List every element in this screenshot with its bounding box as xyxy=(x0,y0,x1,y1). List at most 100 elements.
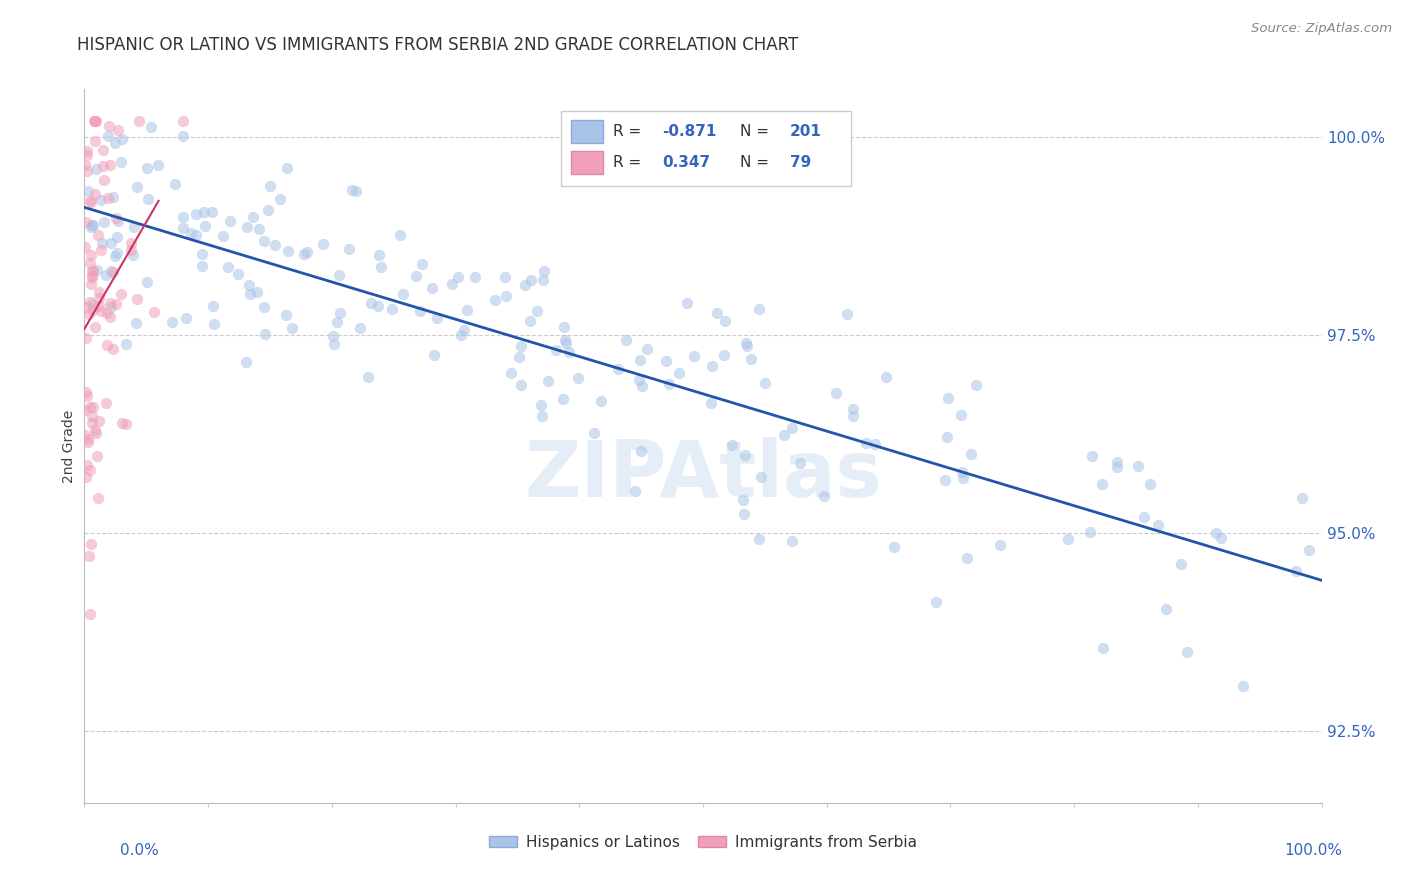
Point xyxy=(79,256,101,270)
Point xyxy=(340,183,363,197)
Point xyxy=(75,427,97,442)
Point xyxy=(855,436,877,450)
Point xyxy=(614,333,637,347)
Point xyxy=(875,369,897,384)
Point xyxy=(754,376,776,390)
Point xyxy=(111,416,134,430)
Point xyxy=(122,219,145,234)
Point xyxy=(87,299,110,313)
Point xyxy=(238,277,260,292)
Point xyxy=(94,396,117,410)
Point xyxy=(101,265,124,279)
Point xyxy=(80,537,103,551)
Point xyxy=(863,437,886,451)
Point xyxy=(531,273,554,287)
Point xyxy=(87,228,110,243)
Point xyxy=(83,319,105,334)
Point xyxy=(714,314,737,328)
Point xyxy=(949,408,972,422)
Point xyxy=(75,158,97,172)
Point xyxy=(79,607,101,621)
Point xyxy=(450,328,472,343)
Point xyxy=(191,247,214,261)
Point xyxy=(97,128,120,143)
Point xyxy=(1170,557,1192,571)
Point xyxy=(84,426,107,441)
Point xyxy=(253,326,276,341)
Point xyxy=(80,218,103,232)
Point xyxy=(1107,460,1129,475)
Point xyxy=(713,348,735,362)
Point xyxy=(965,378,987,392)
Point xyxy=(128,114,150,128)
Point xyxy=(733,492,755,507)
Point xyxy=(533,264,555,278)
Point xyxy=(405,268,427,283)
Point xyxy=(409,304,432,318)
Point xyxy=(281,320,304,334)
Point xyxy=(180,226,202,240)
Point xyxy=(80,248,103,262)
Point xyxy=(172,129,194,144)
Point xyxy=(1132,510,1154,524)
Point xyxy=(80,195,103,210)
Point xyxy=(104,249,127,263)
Text: HISPANIC OR LATINO VS IMMIGRANTS FROM SERBIA 2ND GRADE CORRELATION CHART: HISPANIC OR LATINO VS IMMIGRANTS FROM SE… xyxy=(77,36,799,54)
Point xyxy=(122,248,145,262)
Point xyxy=(484,293,506,308)
Point xyxy=(165,177,187,191)
Point xyxy=(75,470,97,484)
Point xyxy=(201,205,224,219)
Point xyxy=(583,425,606,440)
Point xyxy=(700,359,723,373)
Point xyxy=(835,307,858,321)
Y-axis label: 2nd Grade: 2nd Grade xyxy=(62,409,76,483)
Text: -0.871: -0.871 xyxy=(662,124,717,139)
Point xyxy=(960,447,983,461)
Point xyxy=(934,473,956,487)
Text: N =: N = xyxy=(740,124,769,139)
Point xyxy=(82,270,104,285)
Point xyxy=(519,314,541,328)
Point xyxy=(136,192,159,206)
Point xyxy=(950,466,973,480)
Point xyxy=(553,320,575,334)
Point xyxy=(513,277,536,292)
Point xyxy=(628,353,651,368)
Point xyxy=(101,342,124,356)
Point xyxy=(453,323,475,337)
Point xyxy=(235,355,257,369)
Point xyxy=(84,114,107,128)
Point xyxy=(100,300,122,314)
Point xyxy=(172,221,194,235)
Point xyxy=(789,456,811,470)
Point xyxy=(143,304,166,318)
Point xyxy=(1057,533,1080,547)
Point xyxy=(110,155,132,169)
Point xyxy=(120,235,142,250)
Point xyxy=(531,409,554,423)
Point xyxy=(239,287,262,301)
Point xyxy=(115,417,138,431)
Point xyxy=(226,267,249,281)
Point xyxy=(360,295,382,310)
Point xyxy=(217,260,239,274)
Point xyxy=(84,114,107,128)
Point xyxy=(114,337,136,351)
Point xyxy=(734,448,756,462)
Point xyxy=(825,386,848,401)
Point xyxy=(668,366,690,380)
Point xyxy=(86,449,108,463)
Point xyxy=(551,392,574,406)
Point xyxy=(82,296,104,310)
Point xyxy=(93,215,115,229)
Point xyxy=(842,409,865,423)
Point xyxy=(589,393,612,408)
Point xyxy=(706,306,728,320)
Point xyxy=(98,158,121,172)
Point xyxy=(107,123,129,137)
Point xyxy=(172,114,194,128)
Point xyxy=(202,317,225,331)
Point xyxy=(76,458,98,472)
Point xyxy=(370,260,392,274)
